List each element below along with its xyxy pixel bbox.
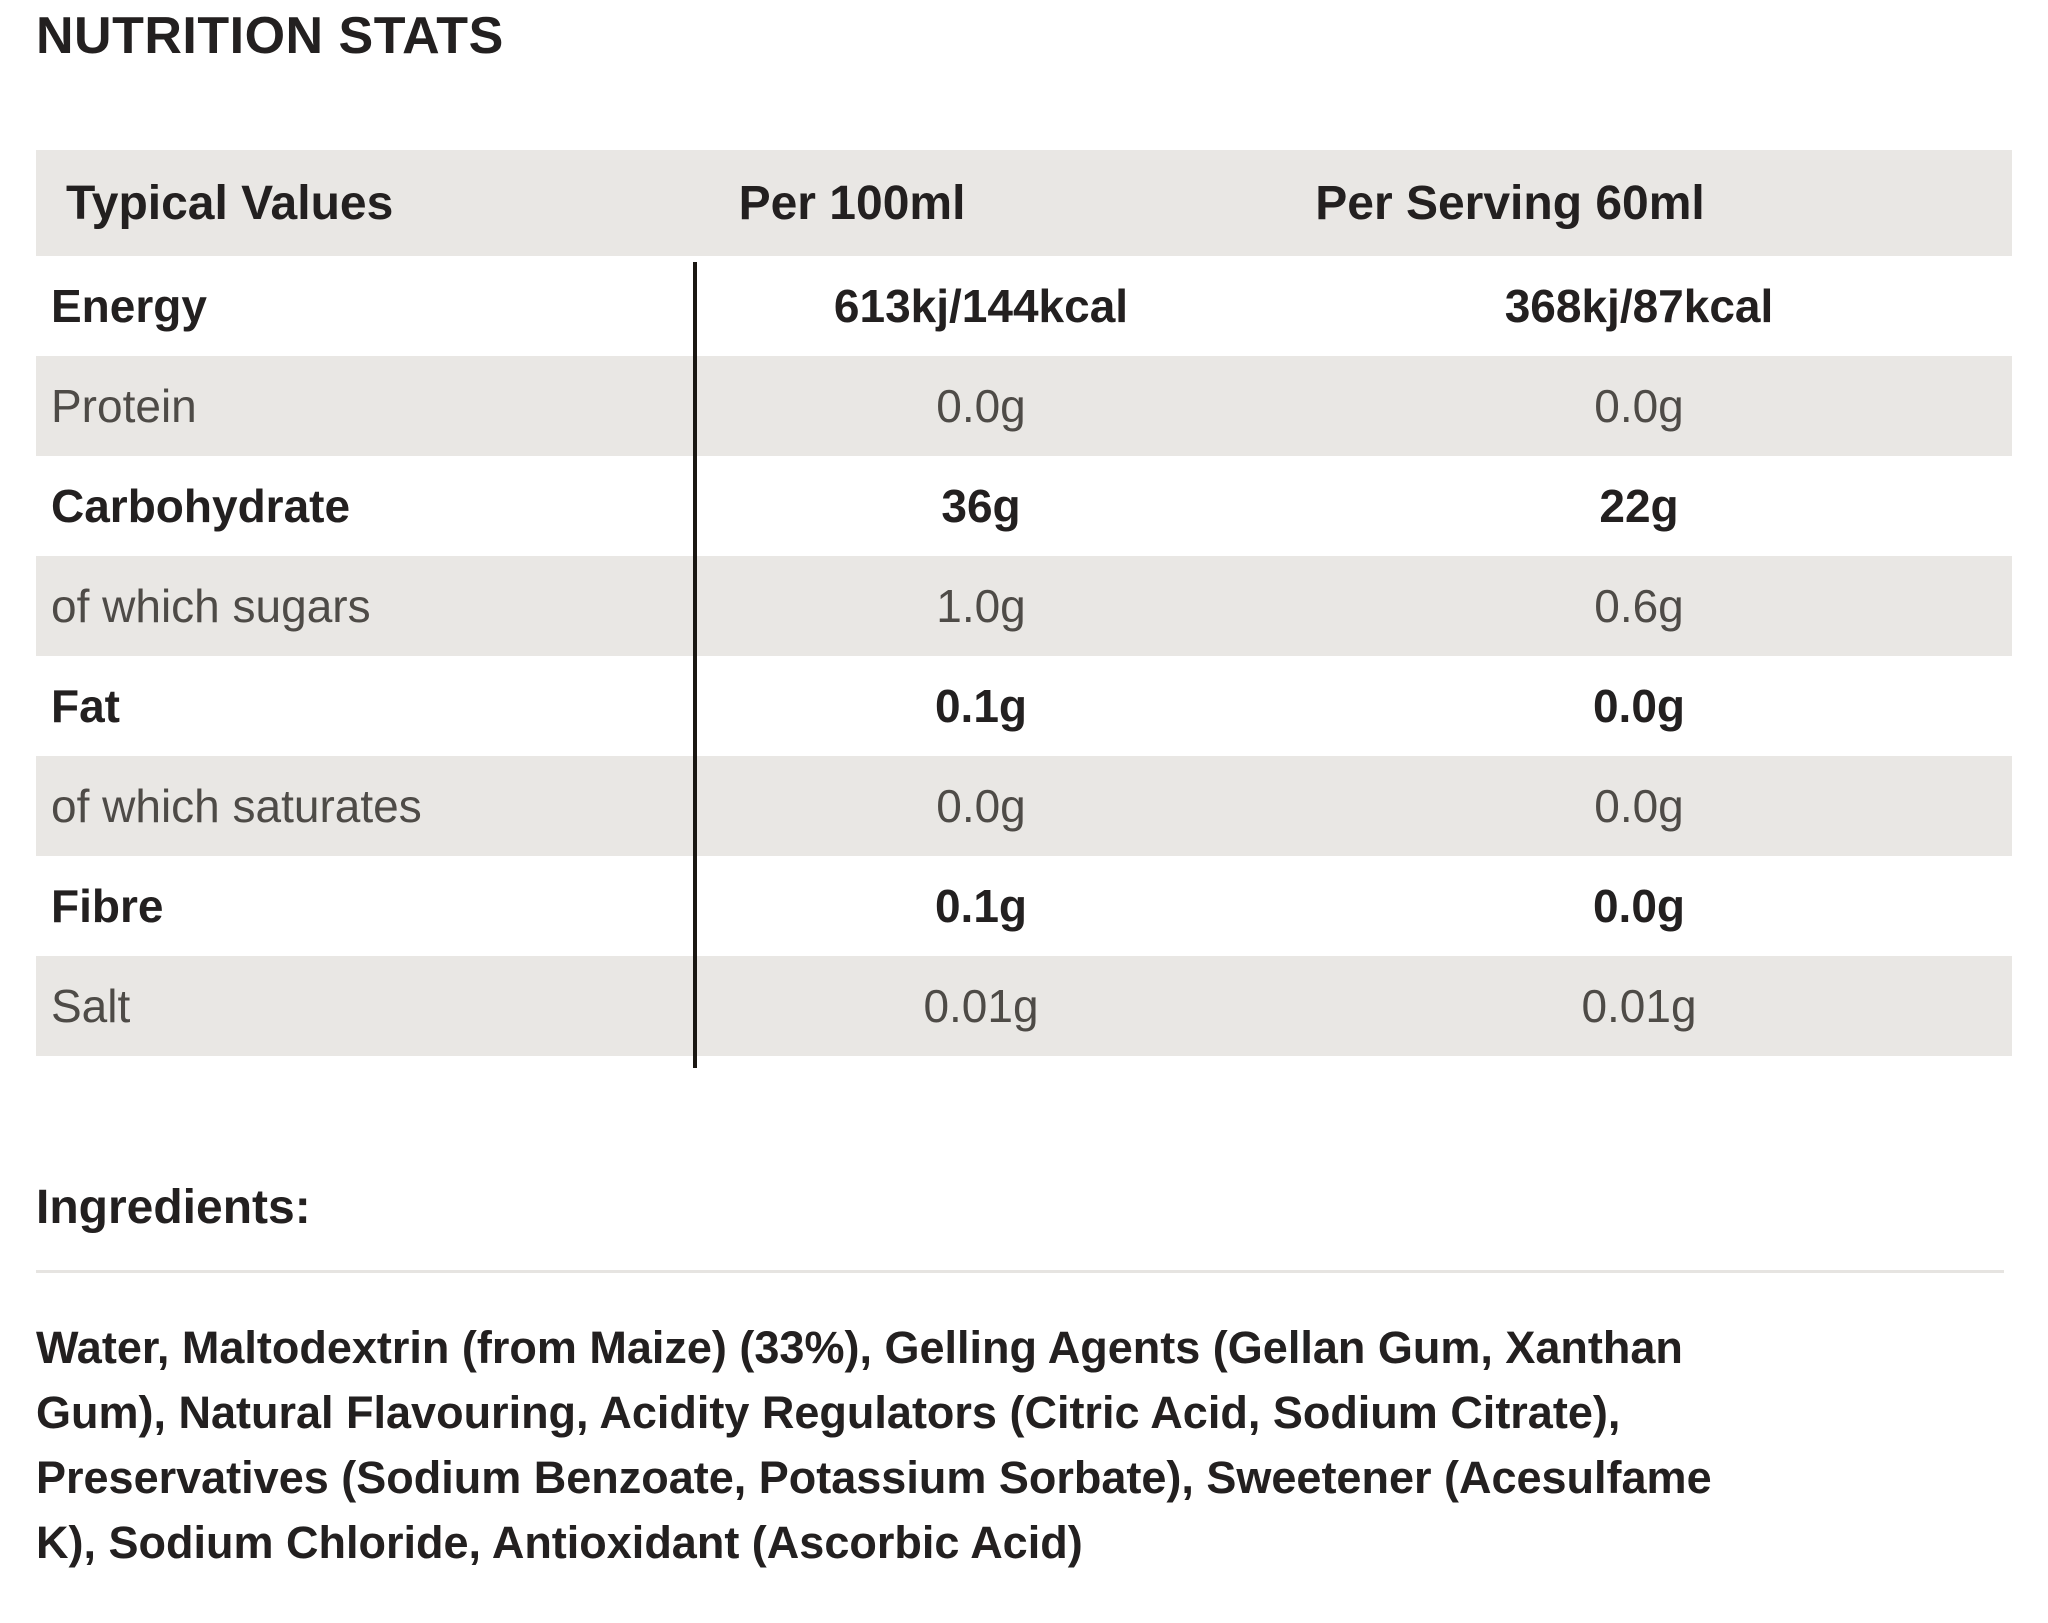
row-value: 0.0g — [1592, 880, 1686, 932]
ingredients-line: Water, Maltodextrin (from Maize) (33%), … — [36, 1322, 1683, 1373]
table-row-protein: Protein 0.0g 0.0g — [36, 356, 2012, 456]
row-value: 0.01g — [1581, 980, 1697, 1032]
row-label: of which saturates — [51, 780, 422, 832]
row-value: 368kj/87kcal — [1504, 280, 1774, 332]
row-label: of which sugars — [51, 580, 371, 632]
ingredients-heading: Ingredients: — [36, 1181, 311, 1234]
page-title: NUTRITION STATS — [36, 7, 504, 65]
row-label: Energy — [51, 280, 207, 332]
ingredients-line: Preservatives (Sodium Benzoate, Potassiu… — [36, 1452, 1712, 1503]
row-value: 0.0g — [1594, 380, 1684, 432]
row-value: 36g — [941, 480, 1021, 532]
row-value: 0.01g — [923, 980, 1039, 1032]
table-row-fat: Fat 0.1g 0.0g — [36, 656, 2012, 756]
table-row-of-which-sugars: of which sugars 1.0g 0.6g — [36, 556, 2012, 656]
row-value: 0.6g — [1594, 580, 1684, 632]
row-value: 22g — [1599, 480, 1679, 532]
row-value: 1.0g — [936, 580, 1026, 632]
column-divider-line — [693, 262, 697, 1068]
section-divider — [36, 1270, 2004, 1273]
table-row-of-which-saturates: of which saturates 0.0g 0.0g — [36, 756, 2012, 856]
row-label: Fibre — [51, 880, 164, 932]
column-header-per-100ml: Per 100ml — [738, 176, 966, 230]
row-value: 0.0g — [936, 380, 1026, 432]
table-row-salt: Salt 0.01g 0.01g — [36, 956, 2012, 1056]
table-row-fibre: Fibre 0.1g 0.0g — [36, 856, 2012, 956]
ingredients-line: K), Sodium Chloride, Antioxidant (Ascorb… — [36, 1517, 1083, 1568]
nutrition-table: Typical Values Per 100ml Per Serving 60m… — [36, 150, 2012, 1068]
table-header-row: Typical Values Per 100ml Per Serving 60m… — [36, 150, 2012, 256]
row-label: Carbohydrate — [51, 480, 351, 532]
ingredients-line: Gum), Natural Flavouring, Acidity Regula… — [36, 1387, 1621, 1438]
row-label: Salt — [51, 980, 131, 1032]
column-header-per-serving-60ml: Per Serving 60ml — [1315, 176, 1705, 230]
row-label: Protein — [51, 380, 197, 432]
row-value: 0.0g — [936, 780, 1026, 832]
row-value: 0.0g — [1594, 780, 1684, 832]
row-label: Fat — [51, 680, 120, 732]
row-value: 0.1g — [934, 880, 1028, 932]
row-value: 0.1g — [934, 680, 1028, 732]
row-value: 613kj/144kcal — [833, 280, 1129, 332]
table-body: Energy 613kj/144kcal 368kj/87kcal Protein 0.… — [36, 256, 2012, 1056]
table-row-energy: Energy 613kj/144kcal 368kj/87kcal — [36, 256, 2012, 356]
table-row-carbohydrate: Carbohydrate 36g 22g — [36, 456, 2012, 556]
ingredients-text: Water, Maltodextrin (from Maize) (33%), … — [36, 1315, 2028, 1575]
column-header-typical-values: Typical Values — [66, 176, 394, 230]
row-value: 0.0g — [1592, 680, 1686, 732]
